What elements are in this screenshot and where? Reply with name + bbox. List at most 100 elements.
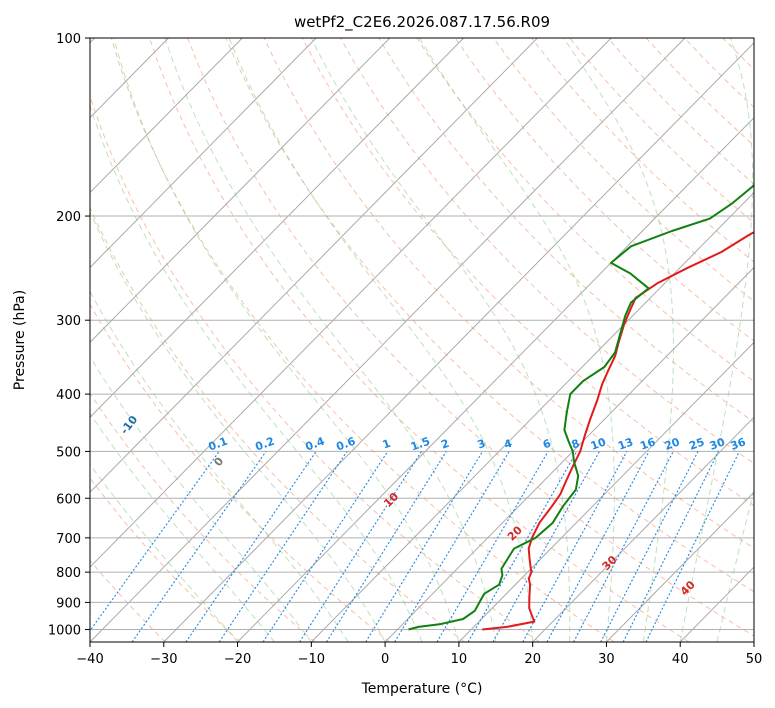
mixing-ratio-label: 0.2 <box>254 435 277 454</box>
mixing-ratio-line <box>622 451 720 642</box>
isotherm-line <box>90 38 464 419</box>
moist-adiabat-line <box>228 38 534 642</box>
dry-adiabat-line <box>340 38 754 465</box>
mixing-ratio-label: 0.4 <box>304 435 327 454</box>
dry-adiabat-label: -10 <box>118 413 141 437</box>
dry-adiabat-label: 0 <box>211 455 226 469</box>
dry-adiabat-line <box>569 38 754 224</box>
isotherm-line <box>163 42 754 642</box>
isotherm-line <box>90 38 391 344</box>
mixing-ratio-line <box>394 451 510 642</box>
x-tick-label: 40 <box>672 652 689 667</box>
mixing-ratio-line <box>492 451 600 642</box>
y-tick-label: 100 <box>56 32 81 47</box>
mixing-ratio-line <box>131 451 267 642</box>
moist-adiabat-label: 40 <box>678 578 698 598</box>
x-tick-label: 50 <box>746 652 763 667</box>
dry-adiabat-line <box>90 206 465 642</box>
x-tick-label: 0 <box>381 652 389 667</box>
mixing-ratio-label: 25 <box>687 435 706 452</box>
temperature-profile-line <box>482 231 754 631</box>
y-tick-label: 900 <box>56 596 81 611</box>
dry-adiabat-line <box>492 38 754 302</box>
background-lines <box>90 38 775 642</box>
mixing-ratio-label: 6 <box>541 437 553 452</box>
x-tick-label: 20 <box>524 652 541 667</box>
y-axis-label: Pressure (hPa) <box>12 290 28 390</box>
dry-adiabat-line <box>416 38 754 382</box>
dry-adiabat-line <box>90 559 166 642</box>
moist-adiabat-line <box>113 38 460 642</box>
x-tick-label: 10 <box>451 652 468 667</box>
mixing-ratio-line <box>262 451 389 642</box>
x-tick-label: −30 <box>150 652 177 667</box>
isotherm-line <box>458 341 754 642</box>
dewpoint-profile-line <box>408 184 754 631</box>
dry-adiabat-line <box>90 392 316 642</box>
mixing-ratio-label: 8 <box>570 437 582 452</box>
mixing-ratio-label: 20 <box>663 435 682 453</box>
isotherm-line <box>90 38 686 642</box>
mixing-ratio-label: 1 <box>381 437 393 452</box>
dry-adiabat-line <box>187 38 754 637</box>
moist-adiabat-line <box>90 290 349 642</box>
x-tick-label: −10 <box>298 652 325 667</box>
moist-adiabat-line <box>90 104 423 642</box>
axes: −40 −30 −20 −10 0 10 20 30 40 5010020030040050060… <box>48 32 762 667</box>
mixing-ratio-label: 13 <box>616 435 635 452</box>
mixing-ratio-line <box>436 451 549 642</box>
mixing-ratio-label: 36 <box>729 435 748 453</box>
dry-adiabat-line <box>90 303 391 642</box>
isotherm-line <box>237 116 754 642</box>
y-tick-label: 500 <box>56 445 81 460</box>
isotherm-line <box>90 38 612 568</box>
mixing-ratio-label: 2 <box>439 437 451 452</box>
isotherm-line <box>310 191 754 642</box>
mixing-ratio-line <box>325 451 447 642</box>
mixing-ratio-label: 0.6 <box>334 435 357 454</box>
moist-adiabat-line <box>310 38 571 642</box>
x-axis-label: Temperature (°C) <box>361 681 483 697</box>
isotherm-line <box>384 266 754 642</box>
mixing-ratio-line <box>467 451 578 642</box>
isotherm-line <box>90 38 538 493</box>
mixing-ratio-label: 30 <box>708 435 727 453</box>
dry-adiabat-line <box>149 38 690 642</box>
mixing-ratio-label: 0.1 <box>207 435 230 454</box>
mixing-ratio-label: 16 <box>638 435 657 453</box>
moist-adiabat-line <box>419 38 615 642</box>
dry-adiabat-line <box>225 38 754 593</box>
dry-adiabat-line <box>263 38 754 549</box>
plot-frame <box>89 37 755 643</box>
x-tick-label: 30 <box>598 652 615 667</box>
dry-adiabat-label: -20 <box>36 377 59 401</box>
dry-adiabat-line <box>645 38 754 147</box>
moist-adiabat-line <box>563 38 674 642</box>
mixing-ratio-line <box>90 451 220 632</box>
moist-adiabat-line <box>716 488 754 642</box>
mixing-ratio-line <box>600 451 699 642</box>
mixing-ratio-line <box>218 451 348 642</box>
mixing-ratio-line <box>573 451 674 642</box>
mixing-ratio-line <box>185 451 317 642</box>
moist-adiabat-line <box>679 38 754 642</box>
dry-adiabat-line <box>90 94 540 642</box>
y-tick-label: 200 <box>56 210 81 225</box>
mixing-ratio-line <box>645 451 740 642</box>
dry-adiabat-line <box>90 477 241 642</box>
dry-adiabat-line <box>454 38 754 342</box>
moist-adiabat-line <box>90 210 386 642</box>
moist-adiabat-line <box>90 463 238 642</box>
y-tick-label: 700 <box>56 532 81 547</box>
dry-adiabat-line <box>761 38 775 642</box>
moist-adiabat-line <box>90 412 275 642</box>
moist-adiabat-line <box>90 355 312 642</box>
isotherm-line <box>679 566 754 642</box>
isotherm-line <box>606 491 754 642</box>
dry-adiabat-line <box>110 38 615 642</box>
mixing-ratio-line <box>546 451 650 642</box>
profile-lines <box>408 184 754 631</box>
dry-adiabat-line <box>722 38 754 70</box>
mixing-ratio-line <box>522 451 628 642</box>
